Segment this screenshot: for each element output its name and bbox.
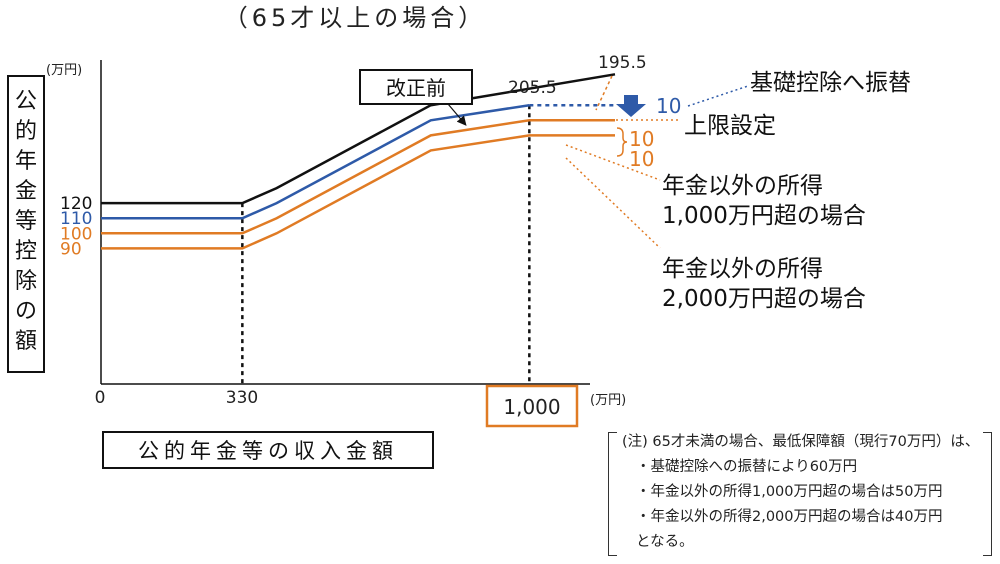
value-205-5: 205.5 <box>508 78 557 98</box>
income-2000-pointer <box>565 157 661 249</box>
value-195-5: 195.5 <box>598 53 647 73</box>
transfer-pointer <box>687 85 749 107</box>
x-unit: (万円) <box>590 393 626 408</box>
footnote-line: ・年金以外の所得1,000万円超の場合は50万円 <box>636 484 943 500</box>
x-1000-box <box>485 384 579 428</box>
limit-label: 上限設定 <box>684 113 776 139</box>
down-arrow-icon <box>616 95 646 117</box>
series-income-1000 <box>101 119 615 235</box>
chart-title: （65才以上の場合） <box>224 4 487 32</box>
y-value-label: 100 <box>60 224 92 244</box>
footnote-bracket-right <box>983 432 992 556</box>
x-tick-label: 330 <box>226 388 258 408</box>
series-after-reform <box>101 103 530 220</box>
diff-label-1: 10 <box>629 127 654 151</box>
income-1000-line1: 年金以外の所得 <box>662 173 823 199</box>
x-axis-label-box <box>102 431 434 469</box>
series-before-reform <box>101 73 616 205</box>
transfer-label: 基礎控除へ振替 <box>750 70 911 96</box>
footnote-line: ・年金以外の所得2,000万円超の場合は40万円 <box>636 509 943 525</box>
before-reform-label: 改正前 <box>386 76 446 100</box>
y-axis-label: 公的年金等控除の額 <box>15 89 37 354</box>
y-unit: (万円) <box>46 63 82 78</box>
income-1000-line2: 1,000万円超の場合 <box>662 203 866 229</box>
transfer-amount: 10 <box>656 94 681 118</box>
income-2000-line2: 2,000万円超の場合 <box>662 286 866 312</box>
x-tick-label: 0 <box>95 388 106 408</box>
value-195-5-pointer <box>595 75 613 111</box>
y-axis-label-box <box>7 75 45 373</box>
before-reform-pointer <box>447 103 467 126</box>
footnote-line: となる。 <box>636 534 694 550</box>
income-2000-line1: 年金以外の所得 <box>662 256 823 282</box>
before-reform-box <box>359 69 473 105</box>
x-axis-label: 公的年金等の収入金額 <box>138 439 398 463</box>
footnote: (注) 65才未満の場合、最低保障額（現行70万円）は、 ・基礎控除への振替によ… <box>608 430 994 558</box>
footnote-line: ・基礎控除への振替により60万円 <box>636 459 858 475</box>
footnote-bracket-left <box>608 432 617 556</box>
income-1000-pointer <box>565 144 661 181</box>
x-tick-label: 1,000 <box>503 395 560 419</box>
series-income-2000 <box>101 134 615 250</box>
footnote-line: (注) 65才未満の場合、最低保障額（現行70万円）は、 <box>622 434 980 450</box>
brace-1 <box>616 127 628 157</box>
diff-label-2: 10 <box>629 147 654 171</box>
y-value-label: 120 <box>60 194 92 214</box>
y-value-label: 90 <box>60 239 82 259</box>
y-value-label: 110 <box>60 209 92 229</box>
